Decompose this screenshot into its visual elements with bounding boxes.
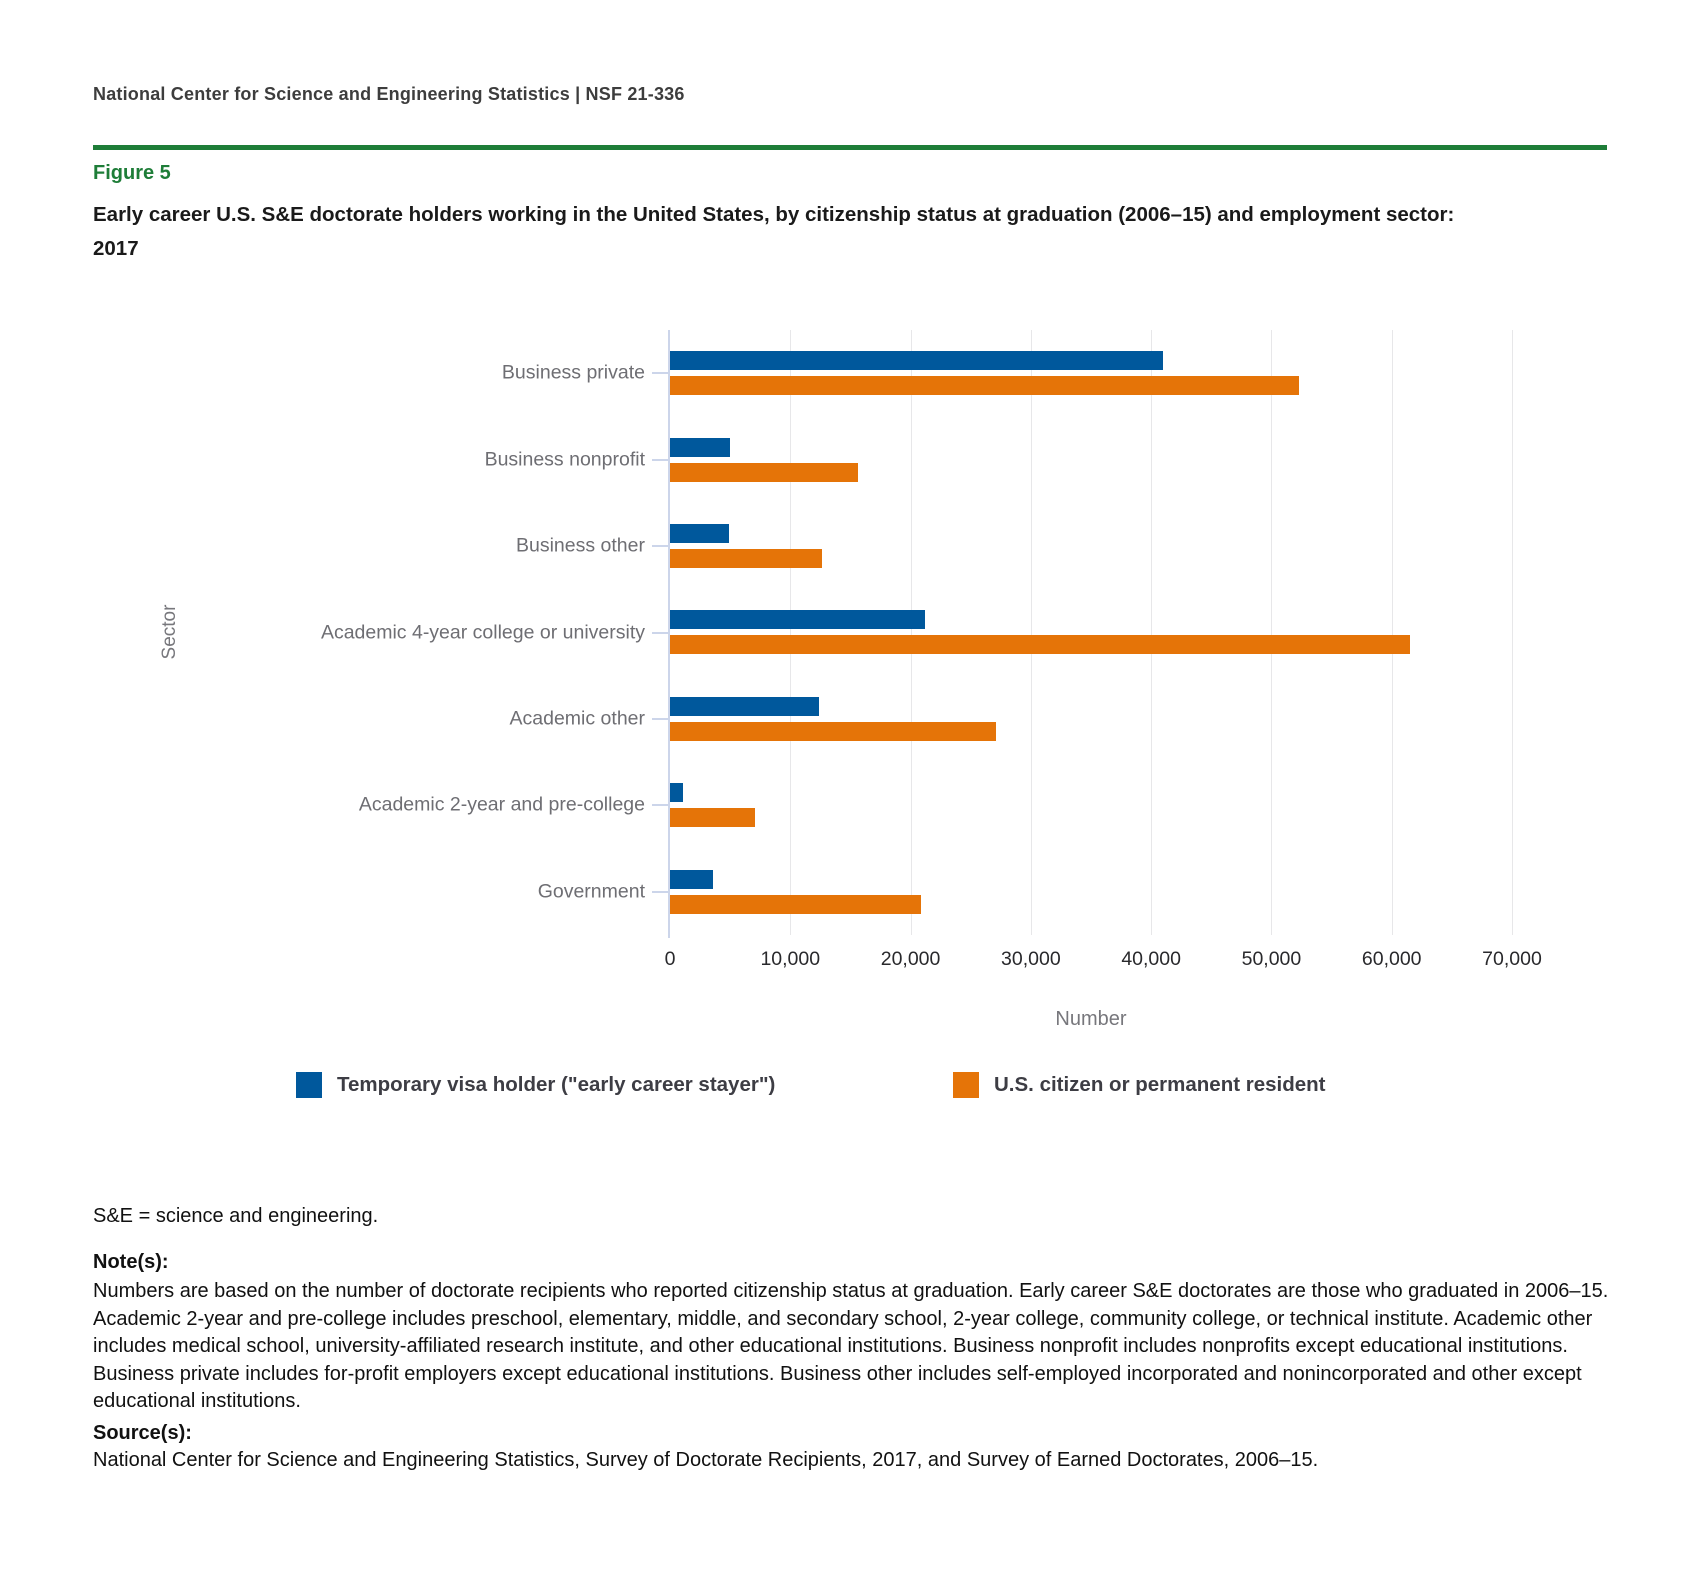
gridline: [1271, 330, 1273, 935]
category-label: Academic other: [509, 707, 645, 730]
legend-label-us-citizen: U.S. citizen or permanent resident: [994, 1073, 1326, 1096]
category-row: [670, 849, 1512, 935]
category-tick: [652, 458, 670, 461]
bar-us-citizen[interactable]: [670, 808, 756, 828]
chart-title: Early career U.S. S&E doctorate holders …: [93, 203, 1455, 260]
plot-area: [668, 330, 1513, 938]
x-axis-title: Number: [1055, 1008, 1127, 1030]
category-labels: Business private Business nonprofit Busine…: [93, 330, 645, 935]
x-tick-label: 70,000: [1482, 948, 1542, 970]
category-label: Business nonprofit: [484, 448, 645, 471]
bar-us-citizen[interactable]: [670, 376, 1300, 396]
gridline: [910, 330, 912, 935]
sources-text: National Center for Science and Engineer…: [93, 1449, 1319, 1471]
gridline: [1151, 330, 1153, 935]
category-tick: [652, 890, 670, 893]
category-row: [670, 503, 1512, 589]
gridline: [1030, 330, 1032, 935]
category-ticks: [652, 330, 670, 935]
gridline: [1512, 330, 1513, 935]
bar-temporary-visa[interactable]: [670, 351, 1164, 371]
gridline: [1391, 330, 1393, 935]
legend-item-us-citizen[interactable]: U.S. citizen or permanent resident: [953, 1072, 1326, 1098]
x-tick-label: 60,000: [1361, 948, 1422, 970]
category-row: [670, 676, 1512, 762]
x-tick-label: 10,000: [760, 948, 821, 970]
category-label: Academic 4-year college or university: [320, 621, 645, 643]
bar-temporary-visa[interactable]: [670, 696, 820, 716]
bar-temporary-visa[interactable]: [670, 610, 925, 630]
legend-label-temporary-visa: Temporary visa holder ("early career sta…: [337, 1073, 776, 1096]
x-tick-label: 40,000: [1121, 948, 1181, 970]
category-label: Business other: [516, 534, 645, 557]
category-row: [670, 762, 1512, 848]
x-axis-ticks: 0 10,000 20,000 30,000 40,000 50,000 60,000 70,…: [665, 948, 1542, 974]
category-row: [670, 416, 1512, 502]
figure-number-label: Figure 5: [93, 162, 171, 184]
x-tick-label: 30,000: [1001, 948, 1061, 970]
category-tick: [652, 631, 670, 634]
header-divider: [93, 145, 1607, 150]
bar-temporary-visa[interactable]: [670, 524, 729, 544]
category-tick: [652, 372, 670, 375]
category-label: Government: [537, 880, 645, 903]
bar-us-citizen[interactable]: [670, 549, 822, 569]
category-label: Business private: [501, 361, 645, 384]
legend-swatch-temporary-visa: [296, 1072, 322, 1098]
notes-text: Numbers are based on the number of docto…: [93, 1280, 1609, 1412]
bar-temporary-visa[interactable]: [670, 783, 684, 803]
bar-temporary-visa[interactable]: [670, 437, 731, 457]
legend-swatch-us-citizen: [953, 1072, 979, 1098]
category-row: [670, 589, 1512, 675]
abbreviation-note: S&E = science and engineering.: [93, 1205, 379, 1227]
page-header: National Center for Science and Engineer…: [93, 84, 685, 104]
x-tick-label: 50,000: [1241, 948, 1302, 970]
sources-heading: Source(s):: [93, 1422, 192, 1444]
bar-temporary-visa[interactable]: [670, 869, 714, 889]
legend-item-temporary-visa[interactable]: Temporary visa holder ("early career sta…: [296, 1072, 775, 1098]
notes-heading: Note(s):: [93, 1251, 169, 1273]
bar-us-citizen[interactable]: [670, 721, 996, 741]
category-row: [670, 330, 1512, 416]
bar-us-citizen[interactable]: [670, 894, 922, 914]
gridline: [790, 330, 792, 935]
category-tick: [652, 545, 670, 548]
x-tick-label: 20,000: [880, 948, 941, 970]
bar-us-citizen[interactable]: [670, 635, 1410, 655]
category-label: Academic 2-year and pre-college: [358, 793, 645, 816]
category-tick: [652, 804, 670, 807]
bar-us-citizen[interactable]: [670, 462, 858, 482]
category-tick: [652, 717, 670, 720]
x-tick-label: 0: [664, 948, 676, 970]
y-axis-line: [668, 330, 670, 938]
